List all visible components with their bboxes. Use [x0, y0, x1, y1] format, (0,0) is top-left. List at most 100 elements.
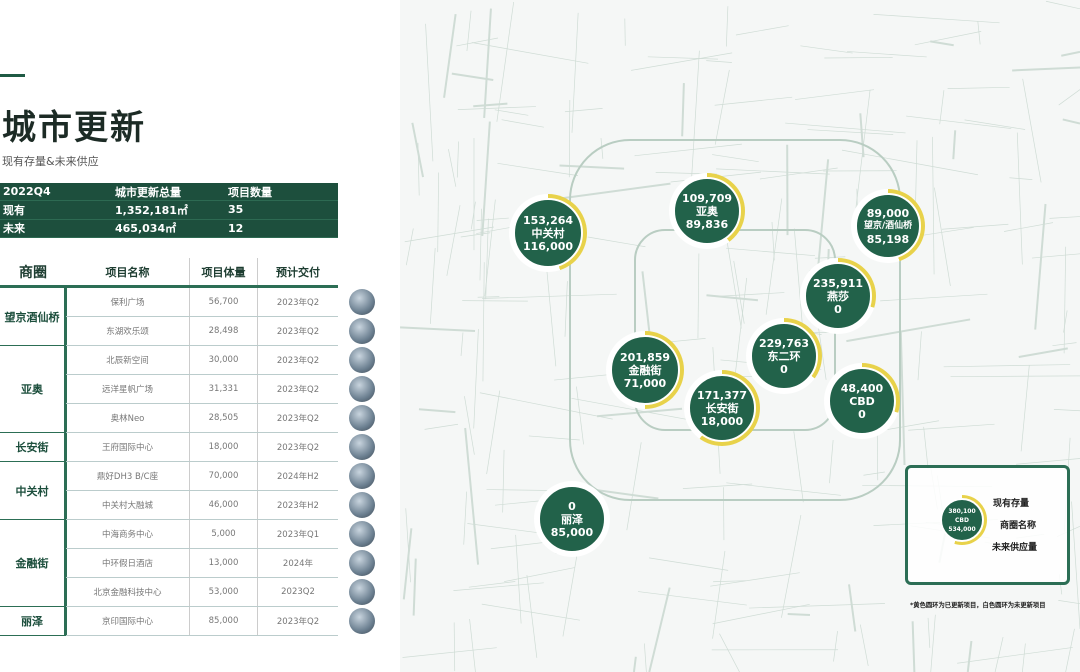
- project-photo: [349, 405, 375, 431]
- bubble-core: [610, 335, 680, 405]
- district-cell: 金融街: [0, 520, 64, 607]
- bubble-core: [673, 177, 741, 245]
- project-volume: 85,000: [190, 607, 258, 635]
- header-volume: 项目体量: [190, 258, 258, 285]
- future-supply: 85,000: [550, 525, 594, 539]
- district-cell: 丽泽: [0, 607, 64, 636]
- district-name: 长安街: [705, 401, 739, 415]
- legend-existing-value: 380,100: [948, 507, 976, 515]
- summary-cell: 465,034㎡: [115, 222, 177, 236]
- table-row[interactable]: 保利广场 56,700 2023年Q2: [66, 288, 338, 317]
- table-row[interactable]: 鼎好DH3 B/C座 70,000 2024年H2: [66, 462, 338, 491]
- summary-cell: 2022Q4: [3, 185, 51, 199]
- district-cell: 长安街: [0, 433, 64, 462]
- table-row[interactable]: 北辰新空间 30,000 2023年Q2: [66, 346, 338, 375]
- project-photo: [349, 463, 375, 489]
- project-volume: 18,000: [190, 433, 258, 461]
- bubble-core: [538, 485, 606, 553]
- future-supply: 85,198: [866, 232, 910, 246]
- summary-cell: 未来: [3, 222, 25, 236]
- project-photo: [349, 579, 375, 605]
- existing-stock: 48,400: [840, 381, 884, 395]
- summary-row: 2022Q4 城市更新总量 项目数量: [0, 183, 338, 202]
- table-row[interactable]: 远洋星帆广场 31,331 2023年Q2: [66, 375, 338, 404]
- district-bubble[interactable]: 48,400 CBD 0: [824, 363, 900, 439]
- table-row[interactable]: 中环假日酒店 13,000 2024年: [66, 549, 338, 578]
- table-row[interactable]: 北京金融科技中心 53,000 2023Q2: [66, 578, 338, 607]
- page-title: 城市更新: [2, 108, 146, 148]
- table-row[interactable]: 奥林Neo 28,505 2023年Q2: [66, 404, 338, 433]
- existing-stock: 171,377: [696, 388, 748, 402]
- project-photo: [349, 318, 375, 344]
- district-name: 丽泽: [561, 512, 583, 526]
- project-name: 王府国际中心: [66, 433, 190, 461]
- summary-table: 2022Q4 城市更新总量 项目数量 现有 1,352,181㎡ 35 未来 465,034㎡…: [0, 183, 338, 238]
- table-row[interactable]: 中关村大融城 46,000 2023年H2: [66, 491, 338, 520]
- future-supply: 0: [834, 302, 842, 316]
- project-photo: [349, 521, 375, 547]
- district-cell: 亚奥: [0, 346, 64, 433]
- district-name: 中关村: [531, 226, 565, 240]
- district-bubble[interactable]: 229,763 东二环 0: [746, 318, 822, 394]
- district-bubble[interactable]: 171,377 长安街 18,000: [684, 370, 760, 446]
- project-volume: 70,000: [190, 462, 258, 490]
- project-photo: [349, 376, 375, 402]
- summary-cell: 项目数量: [228, 185, 272, 199]
- legend-label-existing: 现有存量: [993, 499, 1030, 509]
- project-name: 北京金融科技中心: [66, 578, 190, 606]
- project-name: 京印国际中心: [66, 607, 190, 635]
- table-row[interactable]: 京印国际中心 85,000 2023年Q2: [66, 607, 338, 636]
- existing-stock: 153,264: [522, 213, 574, 227]
- table-header: 商圈 项目名称 项目体量 预计交付: [0, 258, 338, 288]
- district-bubble[interactable]: 201,859 金融街 71,000: [606, 331, 684, 409]
- summary-cell: 12: [228, 221, 244, 235]
- district-bubble[interactable]: 235,911 燕莎 0: [800, 258, 876, 334]
- left-panel: 城市更新 现有存量&未来供应 2022Q4 城市更新总量 项目数量现有 1,352,1…: [0, 0, 400, 672]
- table-body: 保利广场 56,700 2023年Q2 东湖欢乐颂 28,498 2023年Q2 北辰新空间…: [0, 288, 375, 636]
- district-bubble[interactable]: 89,000 望京/酒仙桥 85,198: [851, 189, 925, 263]
- summary-cell: 城市更新总量: [115, 185, 181, 199]
- project-photo: [349, 492, 375, 518]
- project-delivery: 2024年: [282, 559, 314, 569]
- project-name: 中环假日酒店: [66, 549, 190, 577]
- bubble-core: [750, 322, 818, 390]
- bubble-core: [855, 193, 921, 259]
- table-row[interactable]: 中海商务中心 5,000 2023年Q1: [66, 520, 338, 549]
- header-district: 商圈: [19, 264, 47, 281]
- summary-cell: 现有: [3, 203, 25, 217]
- table-row[interactable]: 东湖欢乐颂 28,498 2023年Q2: [66, 317, 338, 346]
- legend-label-future: 未来供应量: [992, 543, 1038, 553]
- district-bubble[interactable]: 109,709 亚奥 89,836: [669, 173, 745, 249]
- project-name: 中海商务中心: [66, 520, 190, 548]
- page-subtitle: 现有存量&未来供应: [2, 155, 99, 168]
- legend-box: 380,100 CBD 534,000 现有存量 商圈名称 未来供应量: [905, 465, 1070, 585]
- project-delivery: 2023年Q2: [276, 385, 320, 395]
- legend-note: *黄色圆环为已更新项目，白色圆环为未更新项目: [910, 602, 1046, 609]
- project-delivery: 2023年Q2: [276, 298, 320, 308]
- bubble-core: [828, 367, 896, 435]
- existing-stock: 89,000: [866, 206, 910, 220]
- summary-cell: 1,352,181㎡: [115, 203, 188, 217]
- project-name: 北辰新空间: [66, 346, 190, 374]
- existing-stock: 109,709: [681, 191, 733, 205]
- project-delivery: 2023年Q2: [276, 414, 320, 424]
- project-volume: 56,700: [190, 288, 258, 316]
- district-bubble[interactable]: 153,264 中关村 116,000: [509, 194, 587, 272]
- project-photo: [349, 434, 375, 460]
- district-name: 亚奥: [696, 204, 718, 218]
- project-delivery: 2023年Q2: [276, 356, 320, 366]
- future-supply: 0: [858, 407, 866, 421]
- bubble-core: [804, 262, 872, 330]
- legend-future-value: 534,000: [948, 525, 976, 533]
- table-row[interactable]: 王府国际中心 18,000 2023年Q2: [66, 433, 338, 462]
- district-bubble[interactable]: 0 丽泽 85,000: [534, 481, 610, 557]
- existing-stock: 201,859: [619, 350, 671, 364]
- project-name: 远洋星帆广场: [66, 375, 190, 403]
- district-name: CBD: [849, 394, 875, 408]
- future-supply: 18,000: [700, 414, 744, 428]
- divider-bar: [64, 288, 67, 636]
- project-photo: [349, 347, 375, 373]
- project-delivery: 2023年Q1: [276, 530, 320, 540]
- future-supply: 71,000: [623, 376, 667, 390]
- project-volume: 5,000: [190, 520, 258, 548]
